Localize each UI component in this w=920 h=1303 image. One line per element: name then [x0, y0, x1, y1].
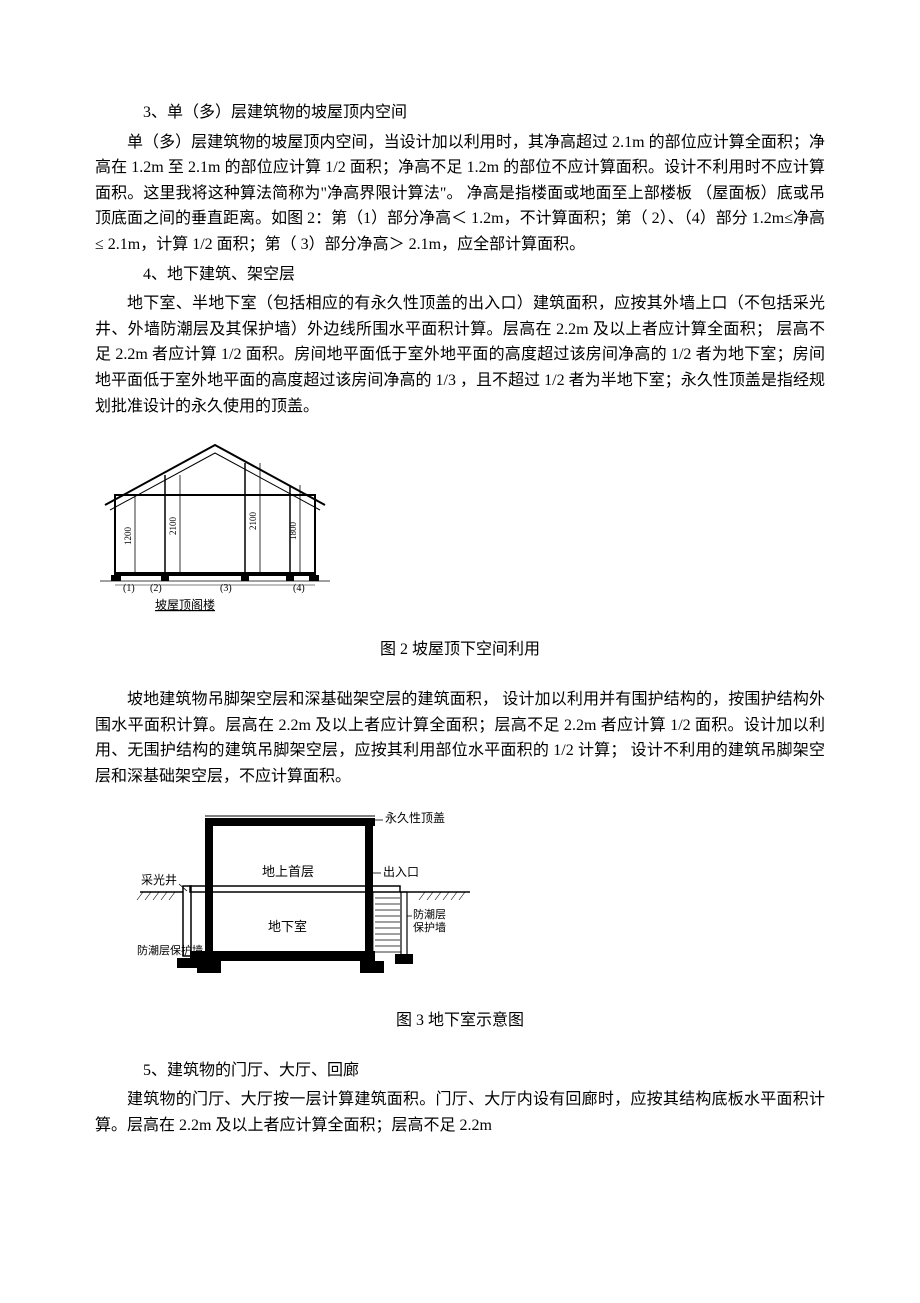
fig2-zone-3: (3): [220, 583, 232, 594]
figure-3: 永久性顶盖 出入口 地上首层 地下室 采光井 防潮层保护墙 防潮层 保护墙 图 …: [95, 806, 825, 1030]
fig3-moisture-wall-label: 防潮层保护墙: [137, 943, 203, 957]
fig2-dim-1800: 1800: [288, 522, 298, 541]
fig3-moisture-layer-label-2: 保护墙: [413, 920, 446, 934]
fig3-ground-floor-label: 地上首层: [262, 864, 314, 879]
fig2-zone-4: (4): [293, 583, 305, 594]
fig3-entrance-label: 出入口: [383, 865, 419, 879]
section-4-title: 4、地下建筑、架空层: [95, 262, 825, 288]
fig2-dim-2100a: 2100: [168, 517, 178, 536]
section-3-title: 3、单（多）层建筑物的坡屋顶内空间: [95, 100, 825, 126]
fig3-roof-label: 永久性顶盖: [385, 811, 445, 825]
figure-3-svg: 永久性顶盖 出入口 地上首层 地下室 采光井 防潮层保护墙 防潮层 保护墙: [135, 806, 475, 986]
section-5-body: 建筑物的门厅、大厅按一层计算建筑面积。门厅、大厅内设有回廊时，应按其结构底板水平…: [95, 1087, 825, 1138]
figure-2-svg: 1200 2100 2100 1800 (1) (2) (3) (4) 坡屋顶阁…: [95, 435, 335, 615]
fig2-dim-2100b: 2100: [248, 512, 258, 531]
section-5-title: 5、建筑物的门厅、大厅、回廊: [95, 1058, 825, 1084]
fig3-skylight-label: 采光井: [141, 873, 177, 887]
fig2-zone-2: (2): [150, 583, 162, 594]
figure-2-caption: 图 2 坡屋顶下空间利用: [95, 635, 825, 659]
fig2-zone-1: (1): [123, 583, 135, 594]
para-after-fig2: 坡地建筑物吊脚架空层和深基础架空层的建筑面积， 设计加以利用并有围护结构的，按围…: [95, 687, 825, 789]
fig3-moisture-layer-label-1: 防潮层: [413, 907, 446, 921]
section-4-body: 地下室、半地下室（包括相应的有永久性顶盖的出入口）建筑面积，应按其外墙上口（不包…: [95, 291, 825, 419]
figure-2: 1200 2100 2100 1800 (1) (2) (3) (4) 坡屋顶阁…: [95, 435, 825, 659]
fig2-title: 坡屋顶阁楼: [155, 597, 215, 612]
section-3-body: 单（多）层建筑物的坡屋顶内空间，当设计加以利用时，其净高超过 2.1m 的部位应…: [95, 130, 825, 258]
figure-3-caption: 图 3 地下室示意图: [95, 1006, 825, 1030]
fig2-dim-1200: 1200: [123, 527, 133, 546]
fig3-basement-label: 地下室: [268, 919, 307, 934]
